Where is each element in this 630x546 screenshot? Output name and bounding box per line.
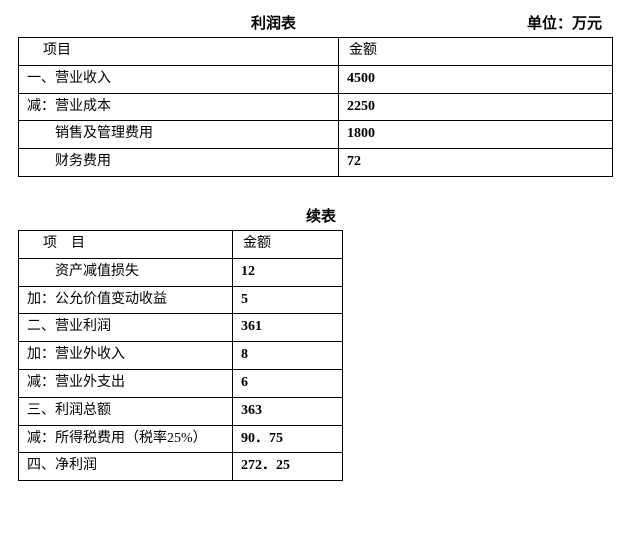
table-row: 减：所得税费用（税率25%） 90．75	[19, 425, 343, 453]
row-amount: 5	[233, 286, 343, 314]
row-label: 加：营业外收入	[19, 342, 233, 370]
table-row: 四、净利润 272．25	[19, 453, 343, 481]
row-label: 二、营业利润	[19, 314, 233, 342]
header-item: 项 目	[19, 230, 233, 258]
row-amount: 272．25	[233, 453, 343, 481]
table-row: 销售及管理费用 1800	[19, 121, 613, 149]
row-amount: 12	[233, 258, 343, 286]
row-label: 减：所得税费用（税率25%）	[19, 425, 233, 453]
header-amount: 金额	[339, 38, 613, 66]
row-label: 一、营业收入	[19, 65, 339, 93]
row-label: 减：营业外支出	[19, 369, 233, 397]
row-amount: 72	[339, 149, 613, 177]
row-amount: 1800	[339, 121, 613, 149]
row-label: 加：公允价值变动收益	[19, 286, 233, 314]
table1-title: 利润表	[20, 12, 527, 33]
row-amount: 8	[233, 342, 343, 370]
header-amount: 金额	[233, 230, 343, 258]
table-row: 财务费用 72	[19, 149, 613, 177]
row-label: 资产减值损失	[19, 258, 233, 286]
table-row: 减：营业成本 2250	[19, 93, 613, 121]
table1-unit: 单位：万元	[527, 12, 610, 33]
row-label: 四、净利润	[19, 453, 233, 481]
table-row: 二、营业利润 361	[19, 314, 343, 342]
row-label: 三、利润总额	[19, 397, 233, 425]
row-label: 减：营业成本	[19, 93, 339, 121]
row-amount: 361	[233, 314, 343, 342]
table-header-row: 项 目 金额	[19, 230, 343, 258]
table-row: 减：营业外支出 6	[19, 369, 343, 397]
table1-header-row: 利润表 单位：万元	[18, 12, 612, 33]
table-row: 资产减值损失 12	[19, 258, 343, 286]
row-amount: 4500	[339, 65, 613, 93]
continuation-table: 项 目 金额 资产减值损失 12 加：公允价值变动收益 5 二、营业利润 361…	[18, 230, 343, 481]
row-amount: 90．75	[233, 425, 343, 453]
table-row: 三、利润总额 363	[19, 397, 343, 425]
table-header-row: 项目 金额	[19, 38, 613, 66]
row-amount: 2250	[339, 93, 613, 121]
row-amount: 363	[233, 397, 343, 425]
row-label: 销售及管理费用	[19, 121, 339, 149]
table-row: 加：公允价值变动收益 5	[19, 286, 343, 314]
table-row: 一、营业收入 4500	[19, 65, 613, 93]
income-statement-table: 项目 金额 一、营业收入 4500 减：营业成本 2250 销售及管理费用 18…	[18, 37, 613, 177]
row-amount: 6	[233, 369, 343, 397]
table-row: 加：营业外收入 8	[19, 342, 343, 370]
table2-title: 续表	[18, 205, 342, 226]
header-item: 项目	[19, 38, 339, 66]
row-label: 财务费用	[19, 149, 339, 177]
